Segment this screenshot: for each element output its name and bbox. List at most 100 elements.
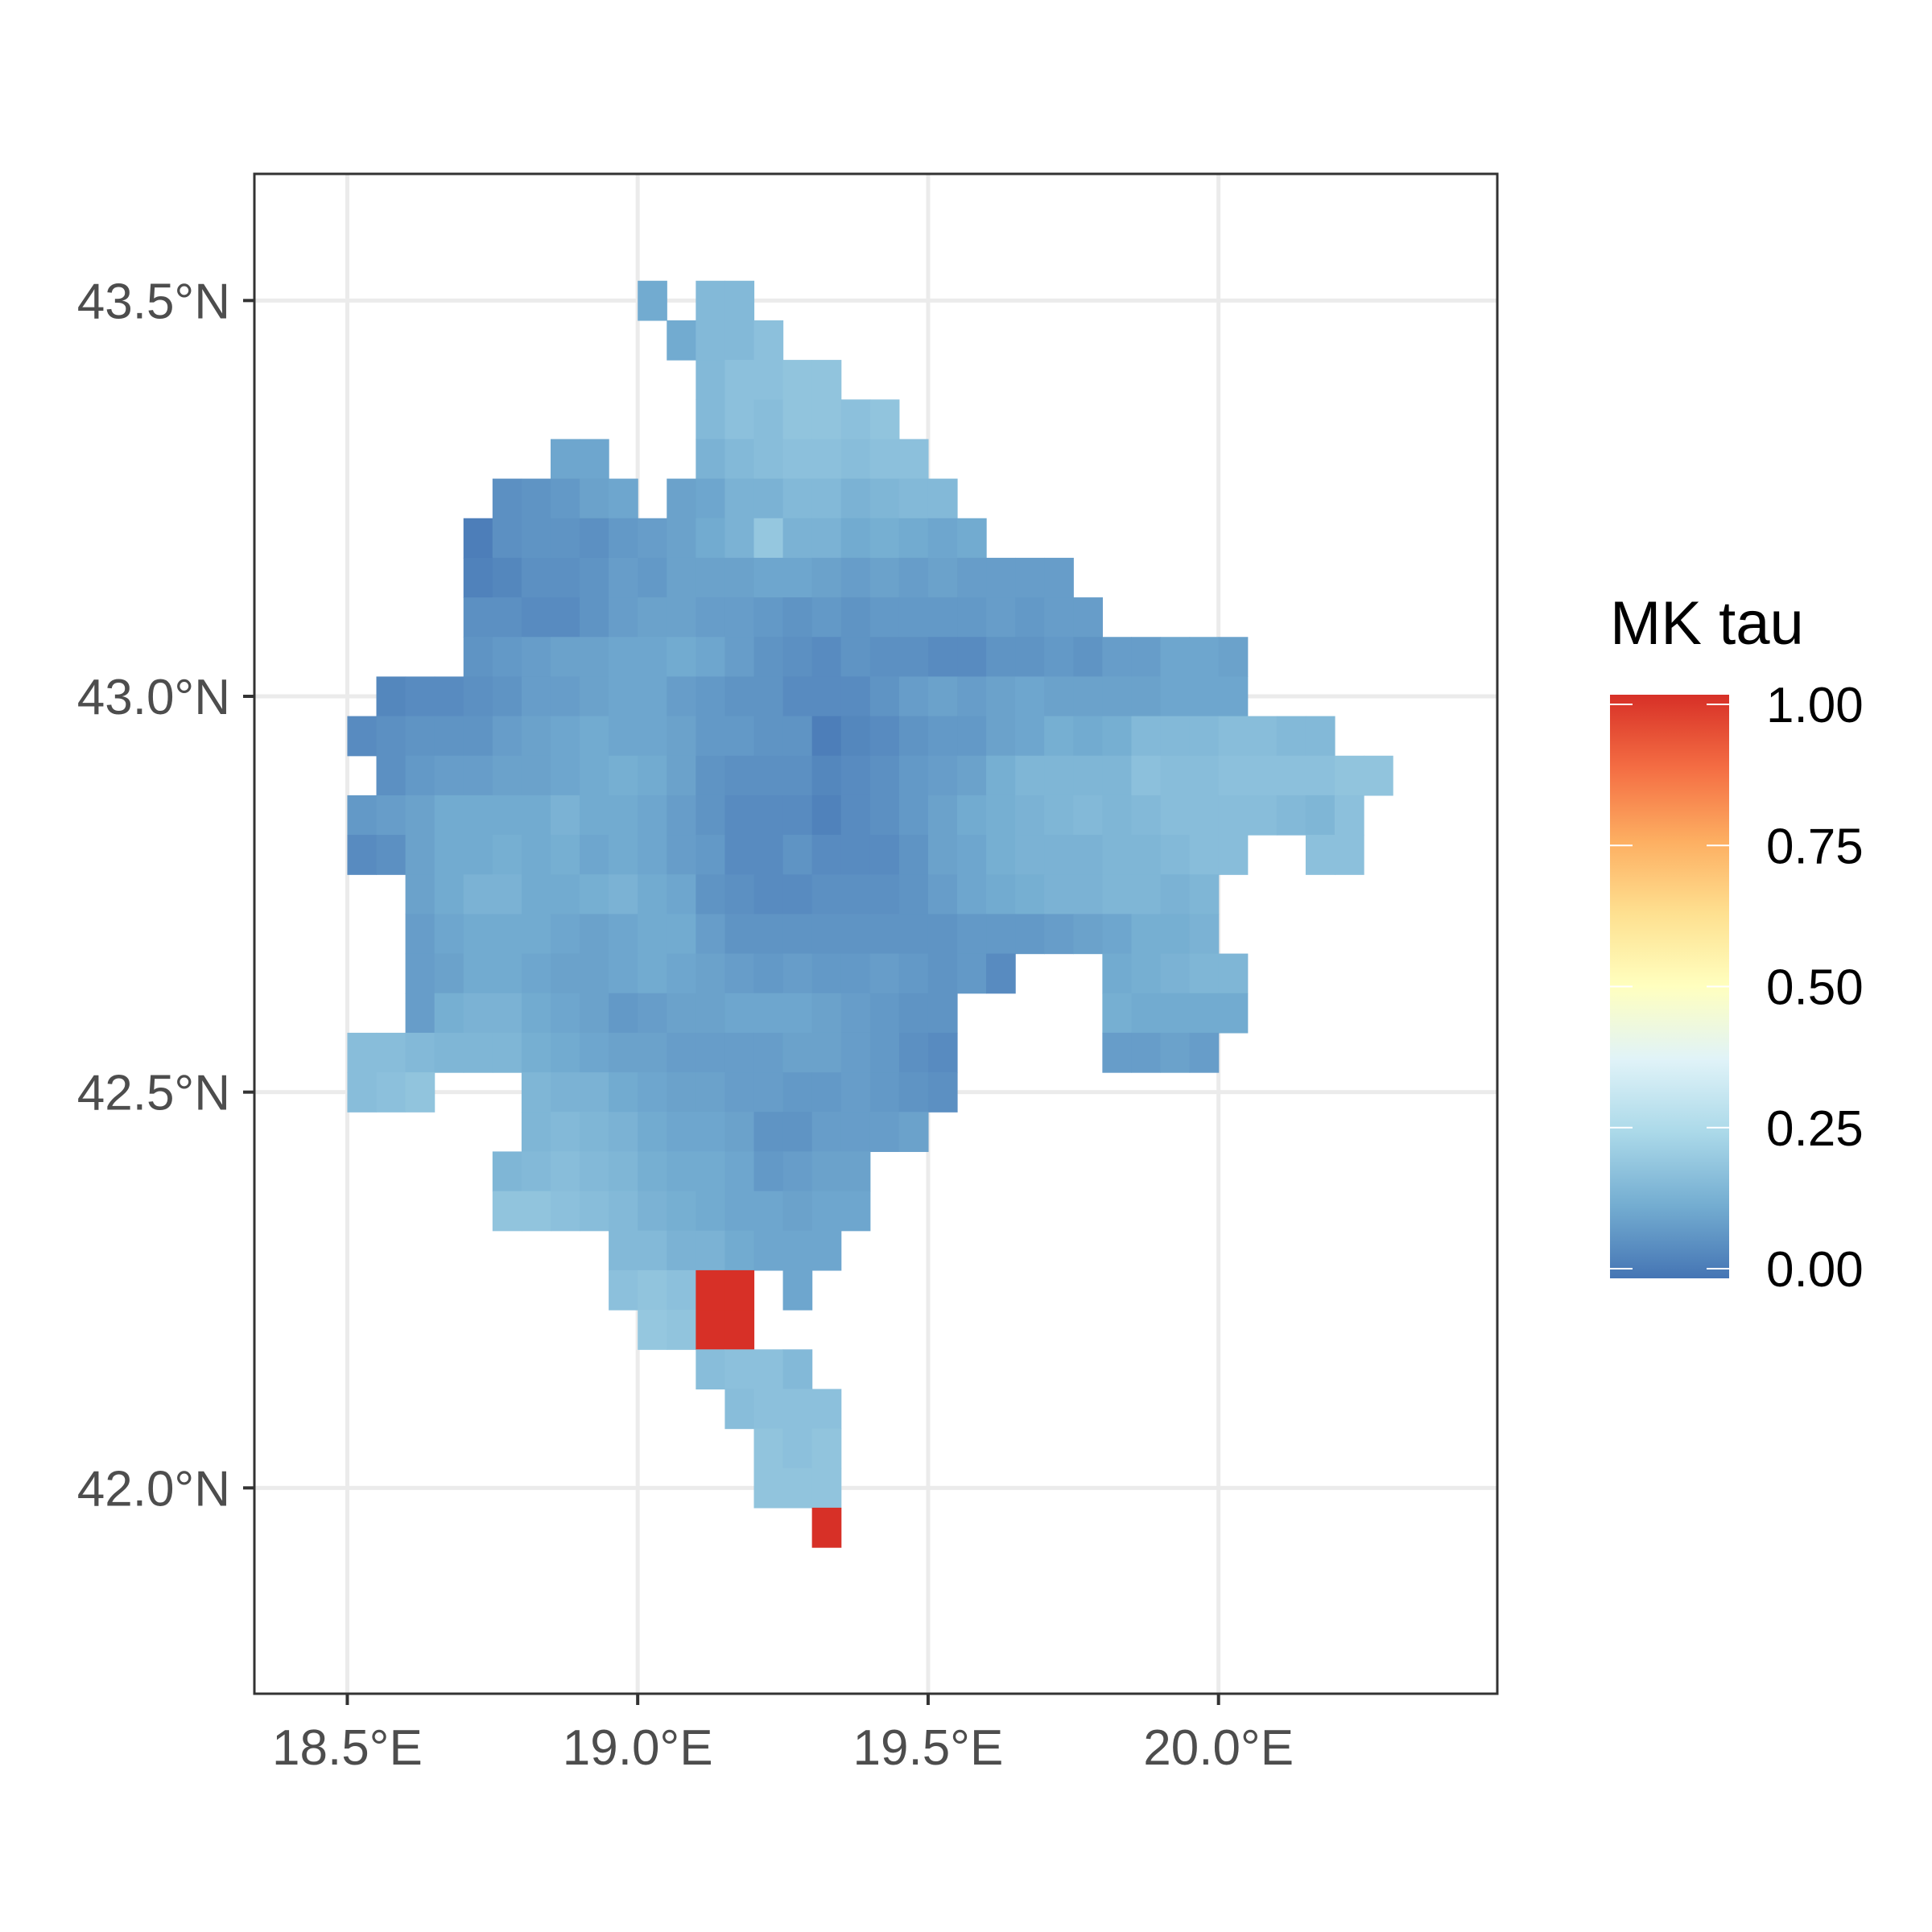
tau-cell [696,1151,726,1192]
tau-cell [696,360,726,400]
tau-cell [957,597,987,638]
tau-cell [753,953,784,994]
tau-cell [986,716,1016,757]
tau-cell [521,874,551,915]
tau-cell [753,597,784,638]
tau-cell [463,914,493,955]
tau-cell [840,874,871,915]
tau-cell [580,1032,609,1073]
tau-cell [638,1310,667,1350]
tau-cell [347,1032,378,1073]
tau-cell [1073,716,1103,757]
tau-cell [724,1112,755,1153]
tau-cell [753,557,784,598]
tau-cell [957,755,987,796]
tau-cell [696,1112,726,1153]
tau-cell [1131,795,1162,836]
tau-cell [1218,676,1249,717]
tau-cell [957,835,987,875]
tau-cell [1160,835,1191,875]
tau-cell [376,1032,407,1073]
tau-cell [521,953,551,994]
tau-cell [1131,676,1162,717]
tau-cell [869,993,900,1034]
tau-cell [724,835,755,875]
tau-cell [492,1151,522,1192]
tau-cell [811,1112,842,1153]
tau-cell [696,478,726,519]
tau-cell [1015,835,1045,875]
tau-cell [696,1230,726,1271]
tau-cell [1044,557,1074,598]
legend-title: MK tau [1610,589,1804,658]
tau-cell [986,914,1016,955]
tau-cell [696,1032,726,1073]
tau-cell [1305,795,1335,836]
tau-cell [609,914,638,955]
tau-cell [1160,795,1191,836]
tau-cell [724,993,755,1034]
tau-cell [840,637,871,678]
x-axis: 18.5°E 19.0°E 19.5°E 20.0°E [272,1694,1294,1776]
tau-cell [550,1112,580,1153]
tau-cell [1102,676,1133,717]
tau-cell [986,597,1016,638]
tau-cell [1218,953,1249,994]
tau-cell [782,676,813,717]
tau-cell [550,439,580,480]
legend-label: 0.50 [1766,960,1864,1016]
tau-cell [782,874,813,915]
tau-cell [1218,755,1249,796]
tau-cell [1102,835,1133,875]
tau-cell [347,795,378,836]
tau-cell [811,874,842,915]
tau-cell [638,835,667,875]
tau-cell [753,795,784,836]
y-tick-label: 43.0°N [77,670,230,725]
tau-cell [463,597,493,638]
tau-cell [609,795,638,836]
tau-cell [927,597,958,638]
tau-cell [840,914,871,955]
tau-cell [957,716,987,757]
tau-cell [898,518,929,559]
tau-cell [724,637,755,678]
tau-cell [609,716,638,757]
tau-cell [667,478,696,519]
tau-cell [638,1191,667,1232]
tau-cell [463,953,493,994]
tau-cell [696,716,726,757]
tau-cell [724,1389,755,1430]
legend-label: 0.75 [1766,819,1864,874]
tau-cell [724,320,755,361]
tau-cell [1073,795,1103,836]
tau-cell [1015,914,1045,955]
tau-cell [667,1112,696,1153]
tau-cell [898,993,929,1034]
tau-cell [667,557,696,598]
tau-cell [1073,597,1103,638]
tau-cell [1160,755,1191,796]
tau-cell [927,755,958,796]
tau-cell [1189,953,1220,994]
tau-cell [638,518,667,559]
tau-cell [463,637,493,678]
tau-cell [840,597,871,638]
y-tick-label: 43.5°N [77,274,230,329]
tau-cell [811,1389,842,1430]
tau-cell [724,557,755,598]
tau-cell [753,1468,784,1509]
tau-cell [696,993,726,1034]
tau-cell [550,755,580,796]
tau-cell [434,676,464,717]
tau-cell [580,1072,609,1113]
y-tick-label: 42.5°N [77,1066,230,1121]
tau-cell [609,953,638,994]
tau-cell [811,439,842,480]
tau-cell [492,1191,522,1232]
tau-cell [580,716,609,757]
y-tick-label: 42.0°N [77,1461,230,1517]
tau-cell [550,1032,580,1073]
tau-cell [840,716,871,757]
tau-cell [986,676,1016,717]
